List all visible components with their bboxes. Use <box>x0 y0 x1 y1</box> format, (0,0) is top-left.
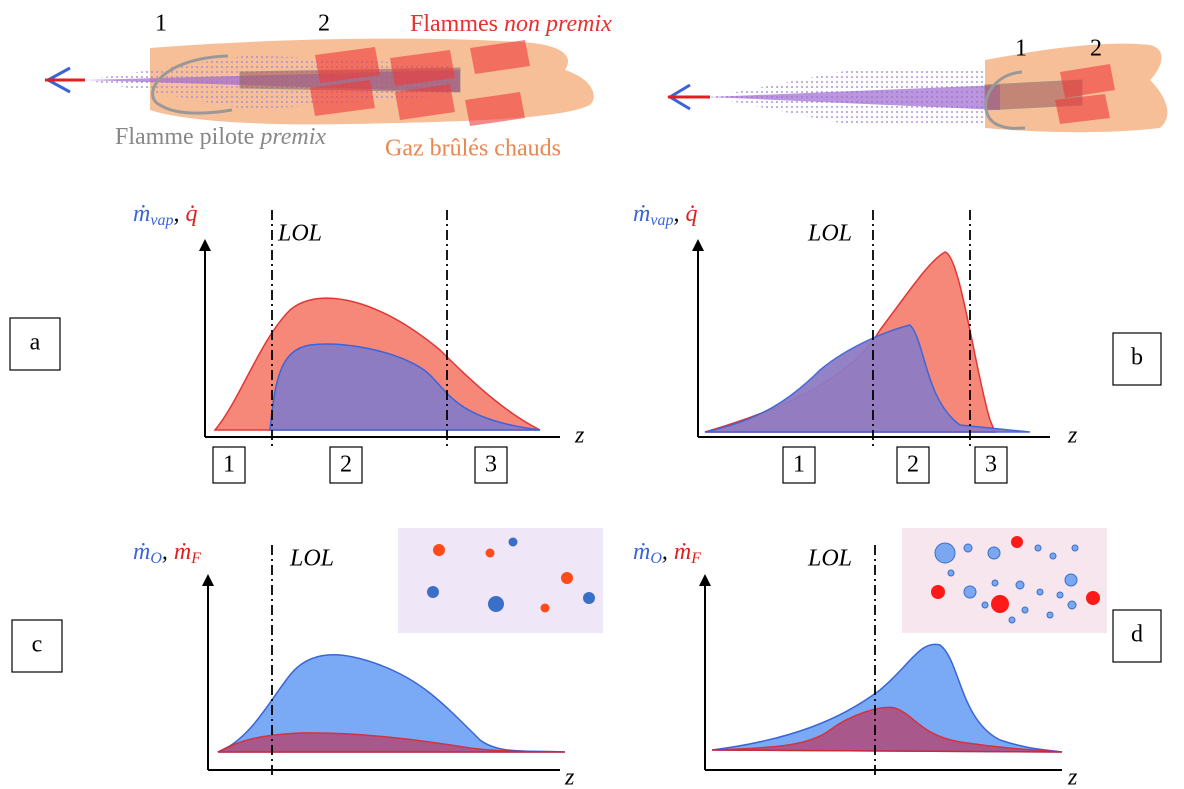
text: O <box>150 550 162 567</box>
x-axis-label: z <box>574 423 585 449</box>
marker: 2 <box>318 11 330 37</box>
text: ṁ <box>174 539 191 565</box>
text: , <box>162 539 174 565</box>
x-axis-label: z <box>1067 423 1078 449</box>
lol-line <box>271 210 448 450</box>
text: ṁ <box>633 201 650 227</box>
axes <box>205 245 560 438</box>
text: O <box>650 550 662 567</box>
x-axis-label: z <box>564 765 575 789</box>
text: Flammes <box>410 11 504 37</box>
pilot-label: Flamme pilote premix <box>115 124 326 150</box>
panel-box <box>1112 332 1162 386</box>
marker: 1 <box>1015 36 1027 62</box>
fuel-area <box>217 732 566 753</box>
text: ṁ <box>633 539 650 565</box>
y-axis-label: ṁO, ṁF <box>633 539 701 567</box>
vaporization-area <box>704 324 1031 433</box>
text: F <box>190 550 201 567</box>
axes <box>698 245 1050 438</box>
text: Flamme pilote <box>115 124 260 150</box>
flame-right <box>667 43 1168 133</box>
panel-label: c <box>32 632 43 658</box>
flame-label: Flammes non premix <box>410 11 612 37</box>
zone-box <box>896 446 930 484</box>
burnt-gas-label: Gaz brûlés chauds <box>385 136 561 162</box>
text: vap <box>650 212 673 229</box>
zone-box <box>974 446 1008 484</box>
text: , <box>173 201 185 227</box>
panel-box <box>9 317 61 371</box>
lol-label: LOL <box>807 221 852 247</box>
marker: 2 <box>1090 36 1102 62</box>
text: , <box>673 201 685 227</box>
zone-label: 1 <box>223 452 235 478</box>
oxidizer-area <box>711 643 1063 753</box>
panel-box <box>11 619 63 673</box>
text: non premix <box>504 11 612 37</box>
zone-label: 1 <box>793 452 805 478</box>
text: q̇ <box>185 201 197 227</box>
lol-line <box>872 210 971 450</box>
zone-label: 2 <box>907 452 919 478</box>
zone-box <box>474 446 508 484</box>
x-axis-label: z <box>1067 765 1078 789</box>
marker: 1 <box>155 11 167 37</box>
flame-left <box>44 38 594 126</box>
text: , <box>662 539 674 565</box>
inset <box>398 528 603 633</box>
text: ṁ <box>674 539 691 565</box>
text: F <box>690 550 701 567</box>
y-axis-label: ṁvap, q̇ <box>133 201 197 229</box>
zone-label: 2 <box>340 452 352 478</box>
y-axis-label: ṁvap, q̇ <box>633 201 697 229</box>
panel-box <box>1112 609 1162 663</box>
axes <box>208 580 560 771</box>
axes <box>705 580 1062 771</box>
text: ṁ <box>133 539 150 565</box>
lol-label: LOL <box>289 546 334 572</box>
zone-label: 3 <box>985 452 997 478</box>
text: q̇ <box>685 201 697 227</box>
inset <box>902 528 1107 633</box>
text: ṁ <box>133 201 150 227</box>
lol-label: LOL <box>807 546 852 572</box>
zone-box <box>782 446 816 484</box>
text: premix <box>258 124 326 150</box>
text: vap <box>150 212 173 229</box>
zone-label: 3 <box>485 452 497 478</box>
y-axis-label: ṁO, ṁF <box>133 539 201 567</box>
lol-label: LOL <box>277 221 322 247</box>
panel-label: a <box>30 330 41 356</box>
panel-label: b <box>1131 345 1143 371</box>
panel-label: d <box>1131 622 1143 648</box>
fuel-area <box>711 706 1063 753</box>
vaporization-area <box>269 343 541 431</box>
zone-box <box>212 446 246 484</box>
zone-box <box>329 446 363 484</box>
